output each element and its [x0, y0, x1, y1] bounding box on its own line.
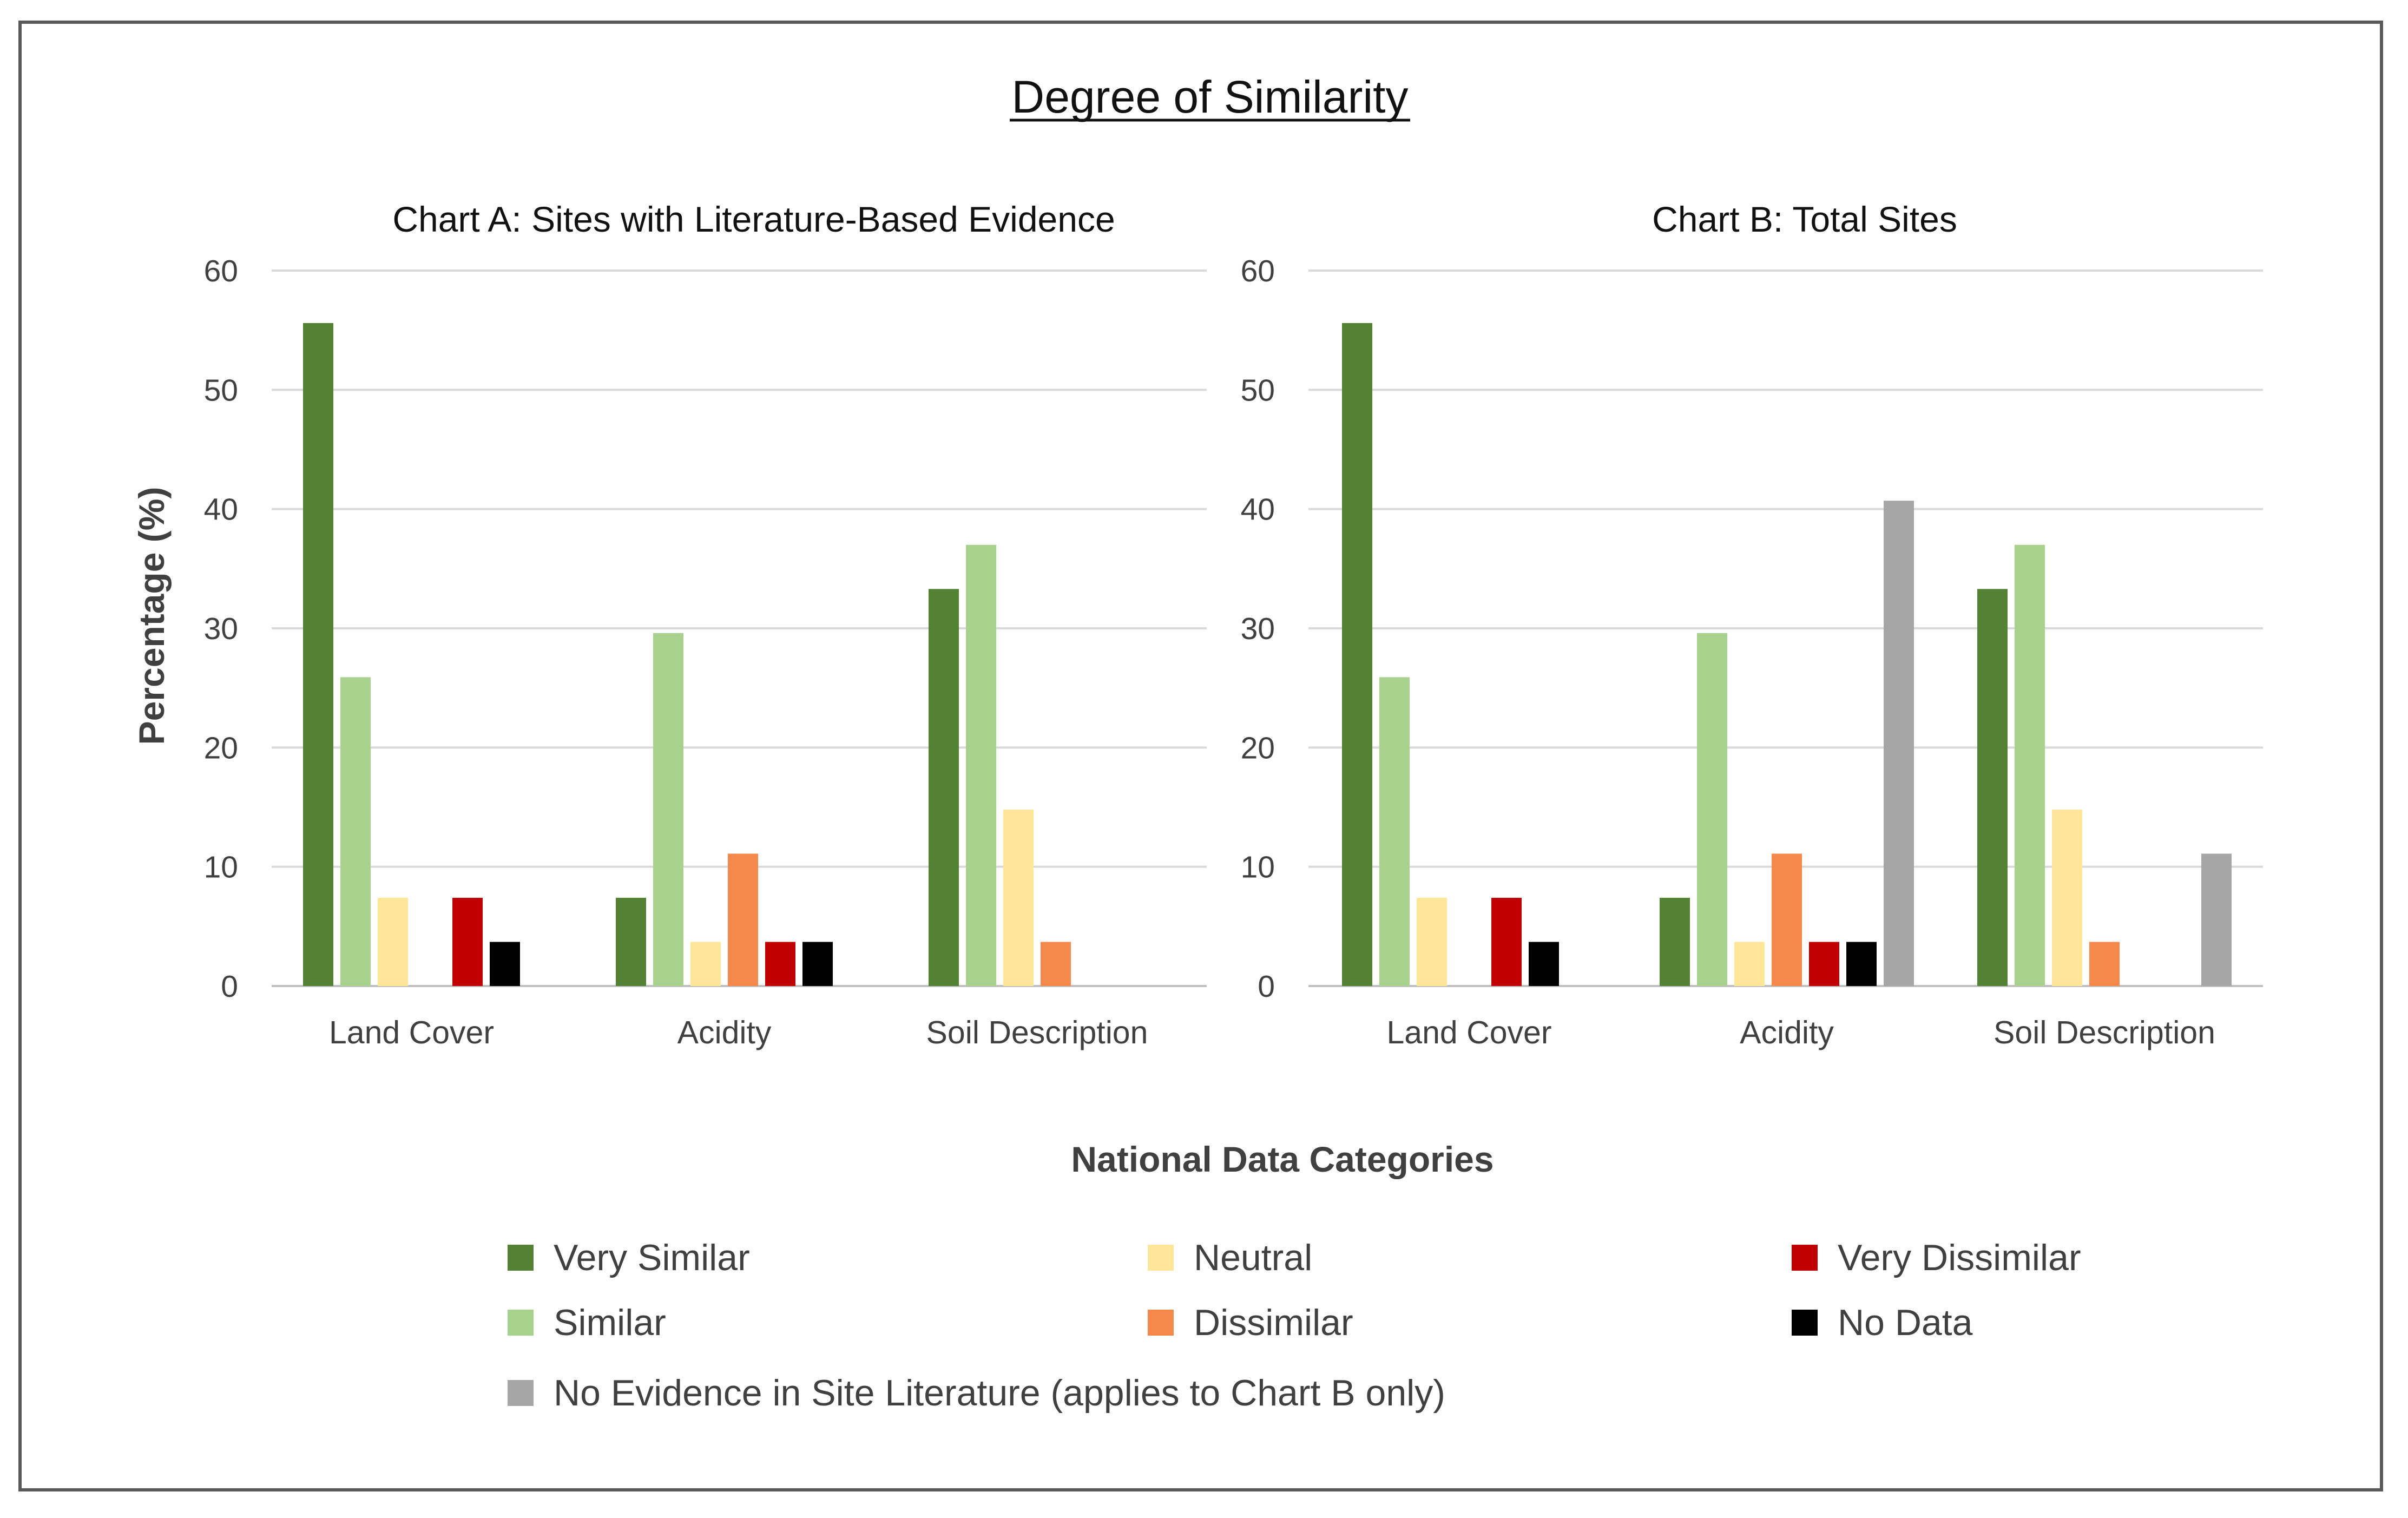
- legend-label-no-data: No Data: [1838, 1302, 1973, 1343]
- chart-a-bar-very-similar: [929, 589, 959, 986]
- chart-b-bar-similar: [1379, 677, 1410, 986]
- legend-label-very-similar: Very Similar: [554, 1237, 750, 1278]
- chart-b-y-tick-label: 60: [1241, 254, 1275, 288]
- chart-b-bar-no-data: [1529, 942, 1559, 986]
- chart-a-y-tick-label: 30: [204, 612, 238, 646]
- legend-swatch-very-similar: [508, 1245, 534, 1271]
- chart-a-bar-neutral: [1003, 809, 1034, 986]
- chart-a-bar-dissimilar: [1041, 942, 1071, 986]
- chart-a-bar-dissimilar: [728, 853, 758, 986]
- chart-a-bar-no-data: [490, 942, 520, 986]
- chart-b-category-label: Soil Description: [1993, 1015, 2215, 1050]
- legend-label-neutral: Neutral: [1194, 1237, 1312, 1278]
- chart-b-bar-very-dissimilar: [1809, 942, 1839, 986]
- chart-b: Chart B: Total Sites 0 10 20 30 40 50 60 Land C…: [1241, 199, 2263, 1050]
- chart-b-y-tick-label: 30: [1241, 612, 1275, 646]
- chart-b-bar-neutral: [2052, 809, 2082, 986]
- figure-title: Degree of Similarity: [1012, 71, 1409, 122]
- chart-a-bar-similar: [340, 677, 371, 986]
- legend: Very Similar Neutral Very Dissimilar Simila…: [508, 1237, 2081, 1414]
- chart-b-y-tick-label: 10: [1241, 850, 1275, 885]
- chart-a-y-tick-label: 20: [204, 731, 238, 765]
- chart-a-y-tick-label: 60: [204, 254, 238, 288]
- legend-swatch-no-evidence: [508, 1380, 534, 1406]
- legend-label-dissimilar: Dissimilar: [1194, 1302, 1353, 1343]
- legend-label-no-evidence: No Evidence in Site Literature (applies …: [554, 1372, 1445, 1414]
- chart-b-bar-very-similar: [1977, 589, 2008, 986]
- chart-b-bar-very-similar: [1342, 323, 1372, 986]
- chart-b-y-tick-label: 20: [1241, 731, 1275, 765]
- chart-b-bar-no-evidence-in-site-literature: [1884, 501, 1914, 986]
- chart-a-category-label: Soil Description: [926, 1015, 1148, 1050]
- chart-b-bar-neutral: [1734, 942, 1765, 986]
- chart-b-bar-similar: [2015, 544, 2045, 986]
- chart-b-bar-no-data: [1846, 942, 1877, 986]
- chart-a-bar-similar: [653, 633, 683, 986]
- chart-a-y-tick-label: 50: [204, 373, 238, 408]
- chart-b-bar-neutral: [1417, 897, 1447, 986]
- chart-b-title: Chart B: Total Sites: [1652, 199, 1957, 239]
- legend-swatch-similar: [508, 1310, 534, 1336]
- chart-a-bar-neutral: [378, 897, 408, 986]
- chart-b-bar-dissimilar: [1772, 853, 1802, 986]
- chart-b-bar-very-dissimilar: [1491, 897, 1522, 986]
- chart-b-bar-very-similar: [1660, 897, 1690, 986]
- chart-a-bar-very-similar: [616, 897, 646, 986]
- chart-a-bar-neutral: [690, 942, 721, 986]
- chart-a-bar-very-similar: [303, 323, 333, 986]
- y-axis-title: Percentage (%): [131, 487, 172, 745]
- chart-a-bar-similar: [966, 544, 996, 986]
- chart-a-category-label: Land Cover: [329, 1015, 494, 1050]
- chart-b-category-label: Land Cover: [1386, 1015, 1551, 1050]
- x-axis-title: National Data Categories: [1071, 1139, 1494, 1179]
- legend-label-very-dissimilar: Very Dissimilar: [1838, 1237, 2081, 1278]
- chart-b-category-label: Acidity: [1740, 1015, 1834, 1050]
- chart-a-y-tick-label: 10: [204, 850, 238, 885]
- legend-swatch-no-data: [1792, 1310, 1818, 1336]
- legend-swatch-very-dissimilar: [1792, 1245, 1818, 1271]
- legend-label-similar: Similar: [554, 1302, 666, 1343]
- chart-b-y-tick-label: 50: [1241, 373, 1275, 408]
- chart-a-bar-no-data: [802, 942, 833, 986]
- chart-a-y-tick-label: 40: [204, 492, 238, 527]
- chart-a-y-tick-label: 0: [221, 969, 238, 1004]
- chart-b-y-tick-label: 40: [1241, 492, 1275, 527]
- chart-b-bar-no-evidence-in-site-literature: [2201, 853, 2232, 986]
- chart-b-bar-dissimilar: [2089, 942, 2120, 986]
- legend-swatch-dissimilar: [1148, 1310, 1174, 1336]
- chart-a-category-label: Acidity: [677, 1015, 772, 1050]
- chart-a-bar-very-dissimilar: [452, 897, 483, 986]
- chart-b-bar-similar: [1697, 633, 1727, 986]
- chart-a: Chart A: Sites with Literature-Based Evi…: [204, 199, 1207, 1050]
- chart-a-bar-very-dissimilar: [765, 942, 795, 986]
- chart-b-y-tick-label: 0: [1258, 969, 1275, 1004]
- chart-a-title: Chart A: Sites with Literature-Based Evi…: [392, 199, 1115, 239]
- legend-swatch-neutral: [1148, 1245, 1174, 1271]
